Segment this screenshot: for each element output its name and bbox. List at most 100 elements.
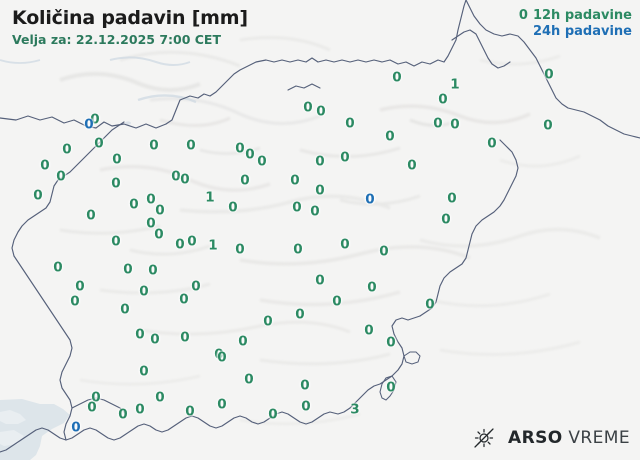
brand-text: ARSO VREME: [508, 428, 630, 448]
southeast-border-detail: [379, 351, 421, 401]
station-value: 0: [180, 171, 190, 188]
station-value: 0: [543, 117, 553, 134]
station-value: 0: [155, 202, 165, 219]
station-value: 0: [364, 322, 374, 339]
station-value: 0: [235, 241, 245, 258]
station-value: 0: [257, 153, 267, 170]
station-value: 0: [392, 69, 402, 86]
station-value: 0: [345, 115, 355, 132]
station-value: 0: [155, 389, 165, 406]
station-value: 0: [544, 66, 554, 83]
station-value: 0: [301, 398, 311, 415]
station-value: 0: [111, 233, 121, 250]
station-value: 0: [90, 111, 100, 128]
station-value: 0: [438, 91, 448, 108]
station-value: 1: [205, 189, 215, 206]
station-value: 0: [447, 190, 457, 207]
station-value: 0: [187, 233, 197, 250]
station-value: 0: [175, 236, 185, 253]
station-value: 0: [86, 207, 96, 224]
legend-item-12h: 0 12h padavine: [519, 8, 632, 24]
station-value: 0: [340, 149, 350, 166]
brand-name-arso: ARSO: [508, 428, 563, 448]
station-value: 0: [238, 333, 248, 350]
station-value: 0: [111, 175, 121, 192]
station-value: 0: [263, 313, 273, 330]
station-value: 1: [450, 76, 460, 93]
station-value: 0: [379, 243, 389, 260]
station-value: 0: [240, 172, 250, 189]
station-value: 0: [365, 191, 375, 208]
station-value: 1: [208, 237, 218, 254]
station-value: 0: [40, 157, 50, 174]
station-value: 0: [290, 172, 300, 189]
station-value: 3: [350, 401, 360, 418]
station-value: 0: [120, 301, 130, 318]
station-value: 0: [244, 371, 254, 388]
station-value: 0: [293, 241, 303, 258]
station-value: 0: [149, 137, 159, 154]
station-value: 0: [228, 199, 238, 216]
station-value: 0: [56, 168, 66, 185]
station-value: 0: [154, 226, 164, 243]
station-value: 0: [303, 99, 313, 116]
adriatic-sea: [0, 399, 70, 460]
station-value: 0: [315, 153, 325, 170]
legend-label-24h: 24h padavine: [532, 24, 632, 39]
station-value: 0: [292, 199, 302, 216]
station-value: 0: [332, 293, 342, 310]
station-value: 0: [315, 182, 325, 199]
station-value: 0: [180, 329, 190, 346]
northern-lakes: [0, 56, 197, 125]
station-value: 0: [245, 146, 255, 163]
station-value: 0: [139, 283, 149, 300]
brand-name-vreme: VREME: [568, 428, 630, 448]
sun-crossed-icon: [474, 428, 494, 448]
relief-shading: [59, 36, 601, 426]
station-value: 0: [386, 334, 396, 351]
station-value: 0: [112, 151, 122, 168]
station-value: 0: [87, 399, 97, 416]
station-value: 0: [71, 419, 81, 436]
station-value: 0: [367, 279, 377, 296]
legend-label-12h: 12h padavine: [532, 8, 632, 23]
station-value: 0: [148, 262, 158, 279]
station-value: 0: [53, 259, 63, 276]
station-value: 0: [407, 157, 417, 174]
station-value: 0: [123, 261, 133, 278]
station-value: 0: [315, 272, 325, 289]
station-value: 0: [118, 406, 128, 423]
arso-vreme-brand: ARSO VREME: [472, 426, 630, 450]
station-value: 0: [300, 377, 310, 394]
station-value: 0: [365, 191, 375, 208]
station-value: 0: [425, 296, 435, 313]
station-value: 0: [441, 211, 451, 228]
station-value: 0: [84, 116, 94, 133]
legend-sample-12h-icon: 0: [518, 8, 528, 23]
station-value: 0: [139, 363, 149, 380]
legend: 0 12h padavine 0 24h padavine: [519, 8, 632, 40]
station-value: 0: [217, 349, 227, 366]
station-value: 0: [450, 116, 460, 133]
station-value: 0: [185, 403, 195, 420]
station-value: 0: [385, 128, 395, 145]
station-value: 0: [487, 135, 497, 152]
station-value: 0: [386, 379, 396, 396]
station-value: 0: [94, 135, 104, 152]
station-value: 0: [146, 215, 156, 232]
station-value: 0: [129, 196, 139, 213]
station-value: 0: [62, 141, 72, 158]
station-value: 0: [235, 140, 245, 157]
station-value: 0: [75, 278, 85, 295]
station-value: 0: [316, 103, 326, 120]
station-value: 0: [191, 278, 201, 295]
station-value: 0: [146, 191, 156, 208]
station-value: 0: [217, 396, 227, 413]
station-value: 0: [135, 326, 145, 343]
station-value: 0: [70, 293, 80, 310]
station-value: 0: [295, 306, 305, 323]
station-value: 0: [171, 168, 181, 185]
